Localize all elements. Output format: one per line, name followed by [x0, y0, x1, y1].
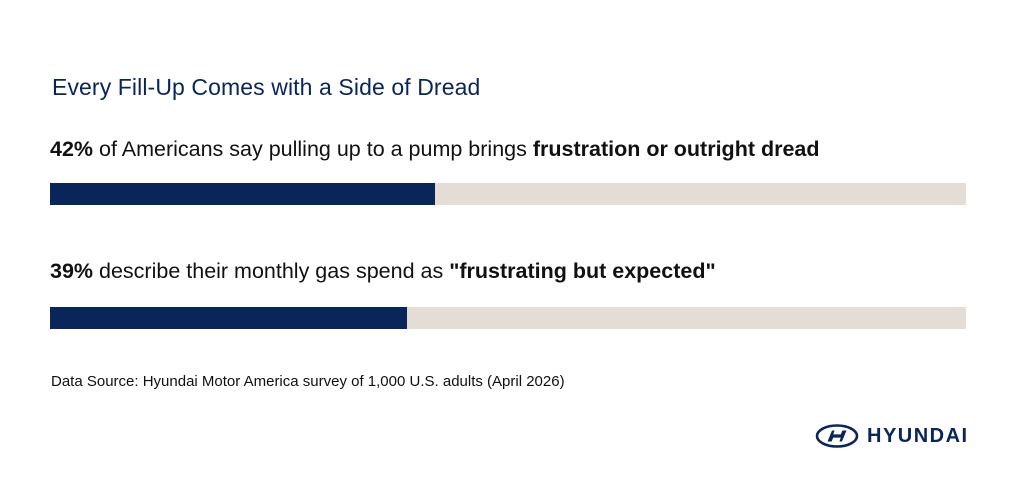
chart-title: Every Fill-Up Comes with a Side of Dread	[52, 74, 481, 100]
brand-wordmark: HYUNDAI	[867, 425, 969, 447]
stat-1-emphasis: frustration or outright dread	[532, 137, 820, 161]
hyundai-logo: HYUNDAI	[815, 424, 990, 448]
stat-1-bar-track	[50, 183, 966, 205]
stat-1-text: 42% of Americans say pulling up to a pum…	[50, 137, 820, 162]
stat-2-value-label: 39%	[50, 259, 94, 283]
stat-2-text: 39% describe their monthly gas spend as …	[50, 259, 716, 284]
stat-1-description: of Americans say pulling up to a pump br…	[93, 137, 533, 161]
data-source-note: Data Source: Hyundai Motor America surve…	[51, 373, 565, 390]
stat-2-bar-fill	[50, 307, 408, 329]
stat-1-bar-fill	[50, 183, 435, 205]
stat-2-emphasis: "frustrating but expected"	[449, 259, 716, 283]
stat-2-bar-track	[50, 307, 966, 329]
hyundai-emblem-icon	[815, 424, 859, 448]
stat-1-value-label: 42%	[50, 137, 94, 161]
stat-2-description: describe their monthly gas spend as	[93, 259, 450, 283]
